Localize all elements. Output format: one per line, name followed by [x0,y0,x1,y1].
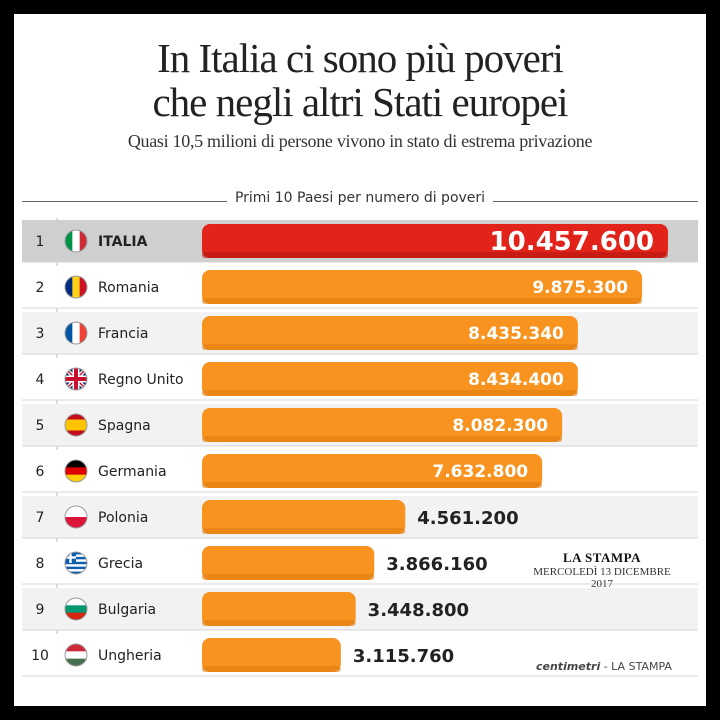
rank-label: 5 [36,418,45,434]
bar-shade [202,482,543,488]
rank-label: 8 [36,556,45,572]
bar-shade [202,666,341,672]
value-label: 7.632.800 [432,462,528,482]
bar [202,316,578,350]
headline-line-2: che negli altri Stati europei [152,79,568,125]
bar-shade [202,436,563,442]
country-label: Romania [98,280,159,296]
bar [202,454,543,488]
germany-flag-icon [64,459,88,483]
bar-shade [202,252,668,258]
rank-label: 6 [36,464,45,480]
rank-label: 4 [36,372,45,388]
uk-flag-icon [64,367,88,391]
bulgaria-flag-icon [64,597,88,621]
source-block: LA STAMPA MERCOLEDÌ 13 DICEMBRE 2017 [522,550,682,590]
credit-suffix: - LA STAMPA [600,660,672,673]
bar-shade [202,620,356,626]
country-label: Spagna [98,418,151,434]
country-label: Ungheria [98,648,162,664]
subtitle: Quasi 10,5 milioni di persone vivono in … [127,131,593,151]
hungary-flag-icon [64,643,88,667]
country-label: Grecia [98,556,143,572]
italy-flag-icon [64,229,88,253]
rank-label: 7 [36,510,45,526]
value-label: 10.457.600 [490,227,654,257]
rank-label: 10 [31,648,49,664]
row-band [22,634,698,676]
value-label: 9.875.300 [532,278,628,298]
bar [202,270,643,304]
country-label: Bulgaria [98,602,156,618]
chart-title-row: Primi 10 Paesi per numero di poveri [22,190,698,210]
bar [202,408,563,442]
value-label: 3.448.800 [368,600,469,621]
value-label: 8.082.300 [452,416,548,436]
country-label: Regno Unito [98,372,184,388]
bar-shade [202,528,406,534]
rank-label: 9 [36,602,45,618]
romania-flag-icon [64,275,88,299]
chart-title: Primi 10 Paesi per numero di poveri [226,190,494,206]
bar [202,224,668,258]
greece-flag-icon [64,551,88,575]
source-date: MERCOLEDÌ 13 DICEMBRE 2017 [533,566,671,590]
value-label: 8.435.340 [468,324,564,344]
rank-label: 1 [36,234,45,250]
value-label: 3.866.160 [386,554,487,575]
bar-shade [202,574,375,580]
infographic: In Italia ci sono più poveri che negli a… [14,14,706,706]
country-label: Francia [98,326,148,342]
bar [202,546,375,580]
rank-label: 2 [36,280,45,296]
bar-chart: 1 ITALIA 10.457.600 2 Romania 9.875.300 3 Franc… [22,218,698,677]
source-name: LA STAMPA [562,550,642,565]
country-label: Germania [98,464,167,480]
credit: centimetri - LA STAMPA [536,660,672,673]
headline-line-1: In Italia ci sono più poveri [157,35,564,81]
value-label: 4.561.200 [417,508,518,529]
rank-label: 3 [36,326,45,342]
bar-shade [202,298,643,304]
bar [202,362,578,396]
bar-shade [202,390,578,396]
credit-brand: centimetri [536,660,601,673]
poland-flag-icon [64,505,88,529]
france-flag-icon [64,321,88,345]
bar-shade [202,344,578,350]
country-label: ITALIA [98,234,148,250]
bar [202,592,356,626]
bar [202,638,341,672]
bar [202,500,406,534]
country-label: Polonia [98,510,148,526]
row-band [22,588,698,630]
value-label: 8.434.400 [468,370,564,390]
value-label: 3.115.760 [353,646,454,667]
spain-flag-icon [64,413,88,437]
